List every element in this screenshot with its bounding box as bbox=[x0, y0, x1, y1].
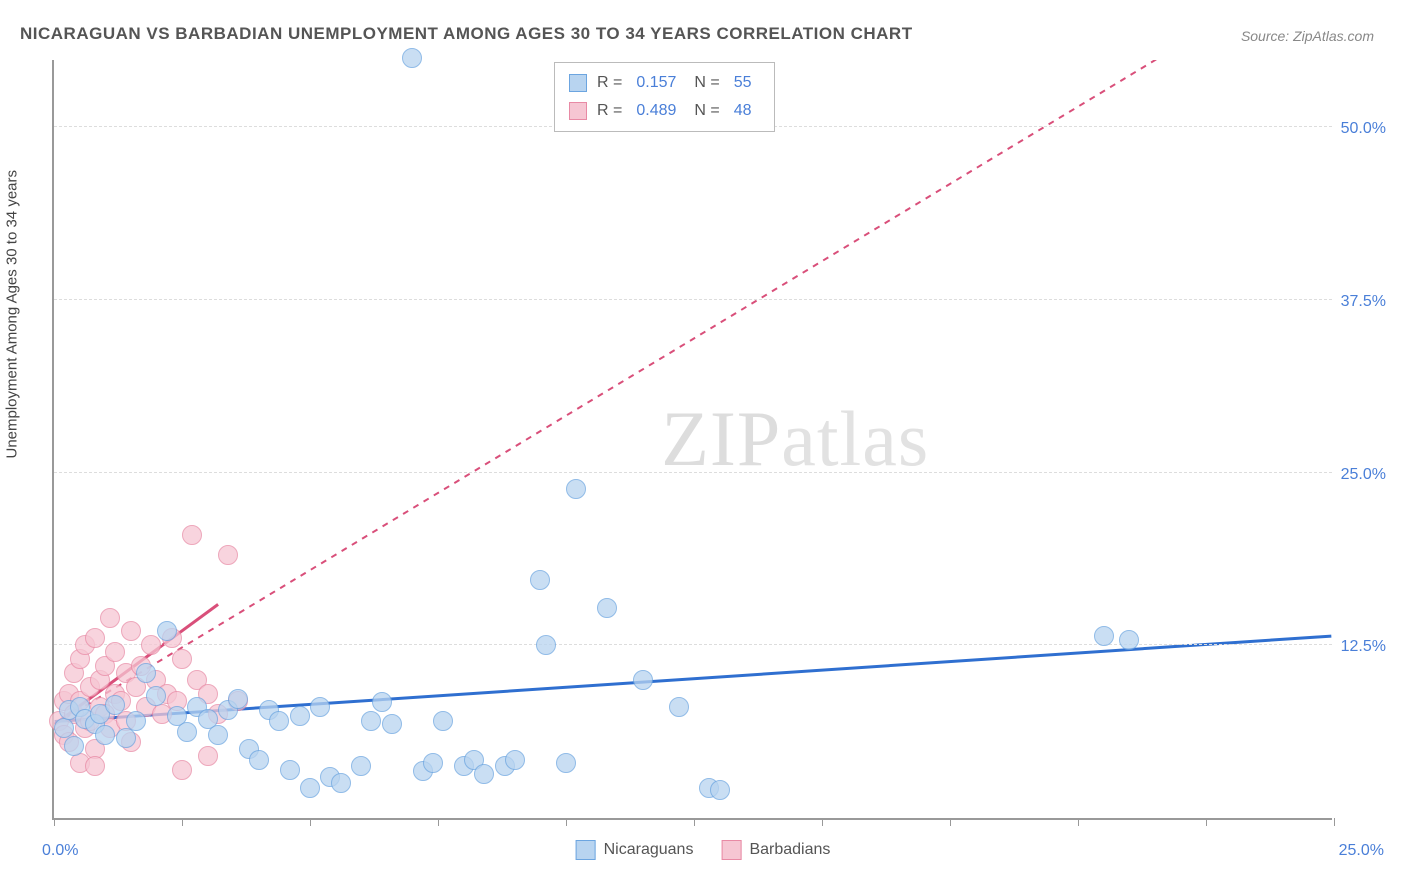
point-nicaraguans bbox=[710, 780, 730, 800]
x-tick bbox=[950, 818, 951, 826]
swatch-nicaraguans-icon bbox=[576, 840, 596, 860]
grid-line bbox=[54, 472, 1332, 473]
point-nicaraguans bbox=[474, 764, 494, 784]
point-nicaraguans bbox=[126, 711, 146, 731]
point-nicaraguans bbox=[633, 670, 653, 690]
point-barbadians bbox=[172, 649, 192, 669]
watermark-atlas: atlas bbox=[781, 395, 929, 482]
stat-n-bar: 48 bbox=[734, 97, 752, 125]
point-nicaraguans bbox=[382, 714, 402, 734]
point-nicaraguans bbox=[300, 778, 320, 798]
legend-item-barbadians: Barbadians bbox=[721, 840, 830, 860]
point-barbadians bbox=[85, 628, 105, 648]
point-nicaraguans bbox=[136, 663, 156, 683]
x-tick bbox=[438, 818, 439, 826]
swatch-barbadians-icon bbox=[569, 102, 587, 120]
x-tick bbox=[822, 818, 823, 826]
stat-r-nic: 0.157 bbox=[636, 69, 676, 97]
point-nicaraguans bbox=[530, 570, 550, 590]
point-nicaraguans bbox=[331, 773, 351, 793]
grid-line bbox=[54, 299, 1332, 300]
legend-label-nicaraguans: Nicaraguans bbox=[604, 841, 694, 859]
point-nicaraguans bbox=[280, 760, 300, 780]
point-nicaraguans bbox=[433, 711, 453, 731]
grid-line bbox=[54, 644, 1332, 645]
point-nicaraguans bbox=[228, 689, 248, 709]
point-nicaraguans bbox=[402, 48, 422, 68]
point-nicaraguans bbox=[269, 711, 289, 731]
point-nicaraguans bbox=[95, 725, 115, 745]
point-nicaraguans bbox=[146, 686, 166, 706]
point-nicaraguans bbox=[290, 706, 310, 726]
point-nicaraguans bbox=[177, 722, 197, 742]
point-nicaraguans bbox=[566, 479, 586, 499]
chart-title: NICARAGUAN VS BARBADIAN UNEMPLOYMENT AMO… bbox=[20, 24, 913, 44]
stat-n-label: N = bbox=[694, 69, 719, 97]
point-nicaraguans bbox=[372, 692, 392, 712]
y-tick-label: 12.5% bbox=[1341, 638, 1386, 656]
point-nicaraguans bbox=[249, 750, 269, 770]
point-nicaraguans bbox=[505, 750, 525, 770]
legend-item-nicaraguans: Nicaraguans bbox=[576, 840, 694, 860]
swatch-barbadians-icon bbox=[721, 840, 741, 860]
stats-box: R = 0.157 N = 55 R = 0.489 N = 48 bbox=[554, 62, 775, 132]
y-tick-label: 50.0% bbox=[1341, 120, 1386, 138]
x-tick bbox=[182, 818, 183, 826]
point-nicaraguans bbox=[208, 725, 228, 745]
source-label: Source: ZipAtlas.com bbox=[1241, 28, 1374, 44]
point-nicaraguans bbox=[556, 753, 576, 773]
x-tick bbox=[694, 818, 695, 826]
point-barbadians bbox=[105, 642, 125, 662]
stat-r-bar: 0.489 bbox=[636, 97, 676, 125]
x-origin-label: 0.0% bbox=[42, 842, 78, 860]
point-nicaraguans bbox=[597, 598, 617, 618]
x-tick bbox=[1334, 818, 1335, 826]
y-tick-label: 37.5% bbox=[1341, 293, 1386, 311]
point-nicaraguans bbox=[361, 711, 381, 731]
point-barbadians bbox=[172, 760, 192, 780]
x-tick bbox=[54, 818, 55, 826]
point-nicaraguans bbox=[54, 718, 74, 738]
x-tick bbox=[1078, 818, 1079, 826]
trend-barbadians-dashed bbox=[55, 60, 1178, 724]
point-barbadians bbox=[198, 746, 218, 766]
point-barbadians bbox=[182, 525, 202, 545]
legend: Nicaraguans Barbadians bbox=[576, 840, 831, 860]
point-nicaraguans bbox=[1094, 626, 1114, 646]
point-barbadians bbox=[85, 756, 105, 776]
x-max-label: 25.0% bbox=[1339, 842, 1384, 860]
stat-n-label: N = bbox=[694, 97, 719, 125]
stat-r-label: R = bbox=[597, 69, 622, 97]
point-barbadians bbox=[100, 608, 120, 628]
point-nicaraguans bbox=[351, 756, 371, 776]
point-nicaraguans bbox=[310, 697, 330, 717]
point-nicaraguans bbox=[536, 635, 556, 655]
y-axis-label: Unemployment Among Ages 30 to 34 years bbox=[4, 170, 21, 459]
watermark: ZIPatlas bbox=[661, 394, 929, 484]
point-barbadians bbox=[218, 545, 238, 565]
swatch-nicaraguans-icon bbox=[569, 74, 587, 92]
legend-label-barbadians: Barbadians bbox=[749, 841, 830, 859]
stat-r-label: R = bbox=[597, 97, 622, 125]
y-tick-label: 25.0% bbox=[1341, 466, 1386, 484]
point-nicaraguans bbox=[105, 695, 125, 715]
point-barbadians bbox=[121, 621, 141, 641]
plot-area: ZIPatlas bbox=[52, 60, 1332, 820]
stats-row-barbadians: R = 0.489 N = 48 bbox=[569, 97, 760, 125]
stat-n-nic: 55 bbox=[734, 69, 752, 97]
x-tick bbox=[1206, 818, 1207, 826]
point-nicaraguans bbox=[64, 736, 84, 756]
watermark-zip: ZIP bbox=[661, 395, 781, 482]
x-tick bbox=[310, 818, 311, 826]
point-nicaraguans bbox=[669, 697, 689, 717]
stats-row-nicaraguans: R = 0.157 N = 55 bbox=[569, 69, 760, 97]
x-tick bbox=[566, 818, 567, 826]
trend-nicaraguans bbox=[55, 636, 1332, 721]
point-nicaraguans bbox=[1119, 630, 1139, 650]
point-barbadians bbox=[141, 635, 161, 655]
point-nicaraguans bbox=[157, 621, 177, 641]
point-nicaraguans bbox=[423, 753, 443, 773]
